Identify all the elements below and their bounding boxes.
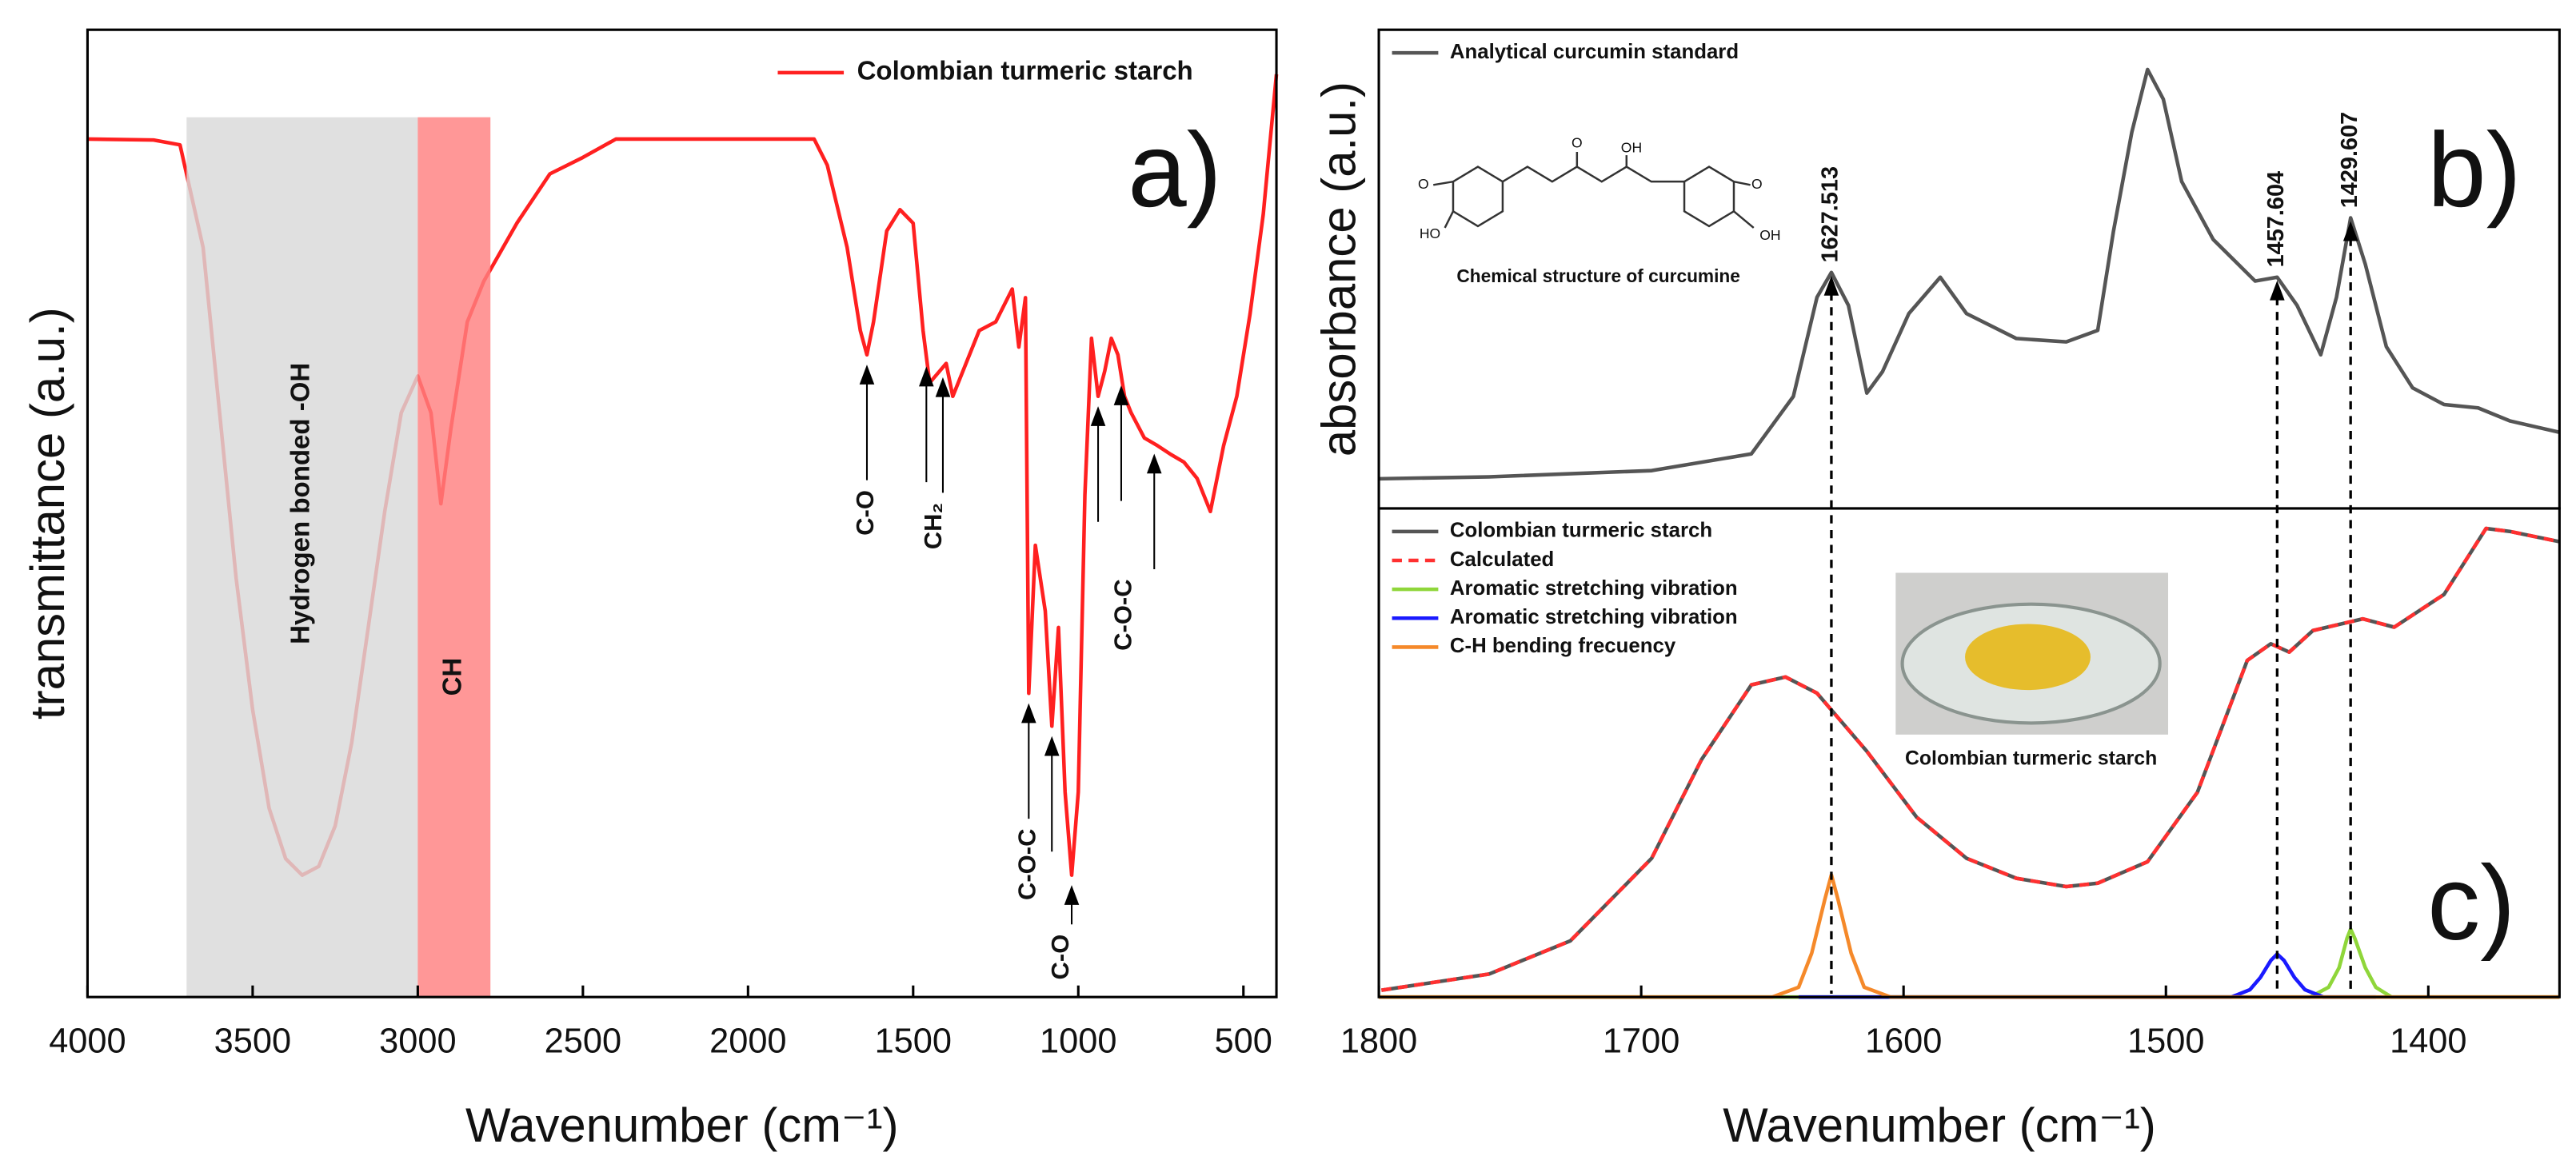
- benzene-ring: [1452, 165, 1504, 228]
- annotation-arrowhead: [1090, 406, 1106, 426]
- spectrum-line: [1798, 952, 2376, 999]
- x-tick-label: 1500: [2127, 1022, 2204, 1060]
- bond: [1432, 180, 1454, 186]
- x-tick-label: 500: [1215, 1022, 1272, 1060]
- peak-label: 1627.513: [1818, 166, 1843, 262]
- annotation-arrowhead: [1064, 885, 1080, 905]
- legend-label: Calculated: [1450, 548, 1554, 571]
- structure-atom: O: [1418, 176, 1429, 192]
- panel-label: a): [1128, 111, 1221, 229]
- chain: [1502, 165, 1685, 183]
- spectrum-line: [1379, 873, 2560, 999]
- y-axis-label: absorbance (a.u.): [1312, 82, 1365, 456]
- x-tick-label: 1500: [875, 1022, 952, 1060]
- x-tick-label: 2000: [709, 1022, 786, 1060]
- spectrum-line: [1379, 927, 2560, 999]
- region-label: Hydrogen bonded -OH: [286, 363, 315, 644]
- panel-label: b): [2427, 111, 2521, 229]
- annotation-arrowhead: [919, 366, 934, 387]
- spectrum-line: [1381, 526, 2560, 992]
- photo: [1895, 572, 2169, 735]
- peak-label: 1457.604: [2263, 171, 2289, 267]
- starch-powder: [1965, 624, 2091, 691]
- region: [186, 117, 418, 998]
- region-label: CH: [437, 658, 467, 696]
- structure-atom: OH: [1621, 140, 1642, 156]
- peak-arrowhead: [2270, 280, 2285, 301]
- x-tick-label: 3000: [379, 1022, 456, 1060]
- annotation-label: CH₂: [919, 503, 947, 550]
- annotation-label: C-O-C: [1013, 829, 1041, 900]
- annotation-arrowhead: [1113, 385, 1129, 405]
- legend-label: Colombian turmeric starch: [857, 56, 1193, 86]
- annotation-label: C-O: [1046, 935, 1074, 980]
- peak-arrowhead: [1823, 275, 1839, 296]
- annotation-label: C-O: [851, 490, 879, 536]
- legend-label: Aromatic stretching vibration: [1450, 606, 1738, 628]
- annotation-arrowhead: [935, 377, 951, 397]
- bond: [1444, 210, 1455, 229]
- annotation-label: C-O-C: [1108, 579, 1136, 650]
- legend-label: C-H bending frecuency: [1450, 635, 1676, 657]
- structure-atom: O: [1751, 176, 1763, 192]
- plot-frame: [1377, 507, 2561, 999]
- x-tick-label: 1000: [1040, 1022, 1116, 1060]
- legend-label: Aromatic stretching vibration: [1450, 577, 1738, 600]
- annotation-arrowhead: [1044, 735, 1060, 756]
- spectrum-line: [1379, 67, 2560, 481]
- curcumin-structure: [1432, 151, 1755, 229]
- structure-atom: OH: [1759, 227, 1780, 243]
- x-tick-label: 1800: [1340, 1022, 1417, 1060]
- region: [417, 117, 491, 998]
- x-tick-label: 1600: [1865, 1022, 1942, 1060]
- structure-caption: Chemical structure of curcumine: [1456, 265, 1740, 286]
- legend-label: Colombian turmeric starch: [1450, 520, 1712, 542]
- peak-arrowhead: [2342, 221, 2358, 241]
- x-tick-label: 2500: [545, 1022, 621, 1060]
- benzene-ring: [1683, 165, 1735, 228]
- bond: [1733, 210, 1755, 229]
- x-tick-label: 3500: [214, 1022, 291, 1060]
- y-axis-label: transmittance (a.u.): [21, 307, 74, 720]
- x-tick-label: 1700: [1603, 1022, 1679, 1060]
- panel-label: c): [2427, 844, 2515, 963]
- photo-caption: Colombian turmeric starch: [1905, 747, 2157, 769]
- peak-label: 1429.607: [2337, 112, 2362, 208]
- structure-atom: O: [1572, 134, 1583, 150]
- x-axis-label: Wavenumber (cm⁻¹): [1723, 1098, 2156, 1152]
- annotation-arrowhead: [1146, 453, 1162, 474]
- x-tick-label: 4000: [49, 1022, 126, 1060]
- annotation-arrowhead: [1021, 703, 1036, 724]
- x-tick-label: 1400: [2390, 1022, 2466, 1060]
- x-axis-label: Wavenumber (cm⁻¹): [465, 1098, 899, 1152]
- structure-atom: HO: [1420, 225, 1440, 241]
- bond: [1733, 180, 1751, 186]
- plot-frame: [86, 28, 1278, 999]
- annotation-arrowhead: [859, 365, 875, 385]
- legend-label: Analytical curcumin standard: [1450, 41, 1739, 63]
